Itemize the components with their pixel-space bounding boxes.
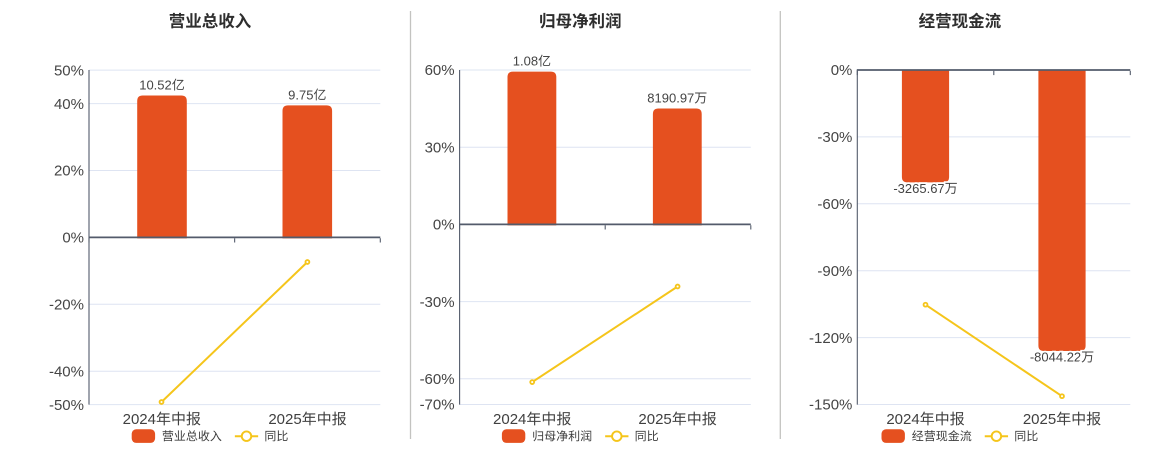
svg-text:1.08: 1.08 — [513, 54, 538, 69]
svg-text:40%: 40% — [54, 96, 84, 113]
svg-text:2025: 2025 — [1023, 411, 1056, 428]
svg-text:0%: 0% — [433, 217, 455, 234]
svg-text:8190.97: 8190.97 — [647, 90, 694, 105]
svg-text:-150%: -150% — [809, 397, 852, 414]
svg-text:50%: 50% — [54, 62, 84, 79]
svg-text:30%: 30% — [425, 139, 455, 156]
svg-text:-50%: -50% — [49, 397, 84, 414]
svg-text:10.52: 10.52 — [139, 77, 172, 92]
svg-text:-30%: -30% — [420, 294, 455, 311]
svg-text:-90%: -90% — [817, 263, 852, 280]
svg-text:-30%: -30% — [817, 129, 852, 146]
svg-text:2025: 2025 — [268, 411, 301, 428]
svg-text:0%: 0% — [62, 230, 84, 247]
svg-text:-120%: -120% — [809, 330, 852, 347]
svg-text:2025: 2025 — [638, 411, 671, 428]
svg-text:-40%: -40% — [49, 363, 84, 380]
svg-text:2024: 2024 — [886, 411, 919, 428]
svg-text:20%: 20% — [54, 163, 84, 180]
svg-text:-20%: -20% — [49, 296, 84, 313]
svg-text:2024: 2024 — [123, 411, 156, 428]
svg-text:-70%: -70% — [420, 397, 455, 414]
svg-text:-60%: -60% — [420, 371, 455, 388]
svg-text:2024: 2024 — [493, 411, 526, 428]
svg-text:-60%: -60% — [817, 196, 852, 213]
svg-text:9.75: 9.75 — [288, 87, 313, 102]
svg-text:0%: 0% — [831, 62, 853, 79]
svg-text:60%: 60% — [425, 62, 455, 79]
svg-text:-3265.67: -3265.67 — [893, 181, 944, 196]
svg-text:-8044.22: -8044.22 — [1030, 349, 1081, 364]
